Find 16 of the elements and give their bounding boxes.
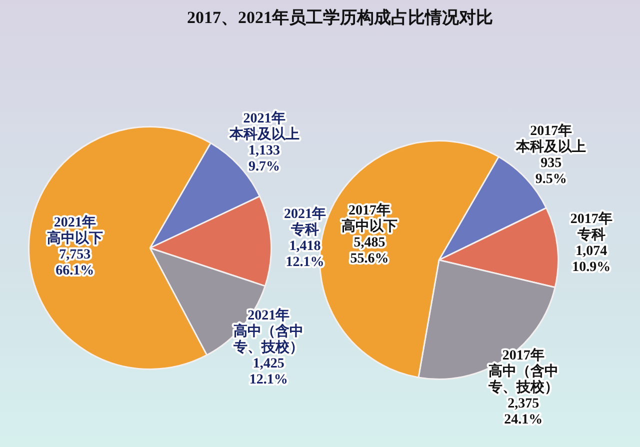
chart-title: 2017、2021年员工学历构成占比情况对比 [186,7,494,29]
data-label: 1,425 12.1% [249,356,288,388]
data-label: 2,375 24.1% [504,396,543,428]
slice-label: 2021年专科 [284,206,326,238]
data-label: 1,074 10.9% [572,244,611,275]
slice-label: 2017年本科及以上 [515,123,586,156]
slice-label: 2021年本科及以上 [228,110,300,142]
slice-label: 2017年高中（含中专、技校） [487,348,558,396]
data-label: 935 9.5% [535,156,567,188]
data-label: 7,753 66.1% [56,247,94,278]
slice-label: 2017年专科 [570,210,612,243]
data-label: 1,133 9.7% [248,144,280,174]
slice-label: 2021年高中（含中专、技校） [232,308,304,356]
data-label: 5,485 55.6% [350,235,389,266]
slice-label: 2021年高中以下 [46,214,103,246]
slice-label: 2017年高中以下 [342,202,398,234]
